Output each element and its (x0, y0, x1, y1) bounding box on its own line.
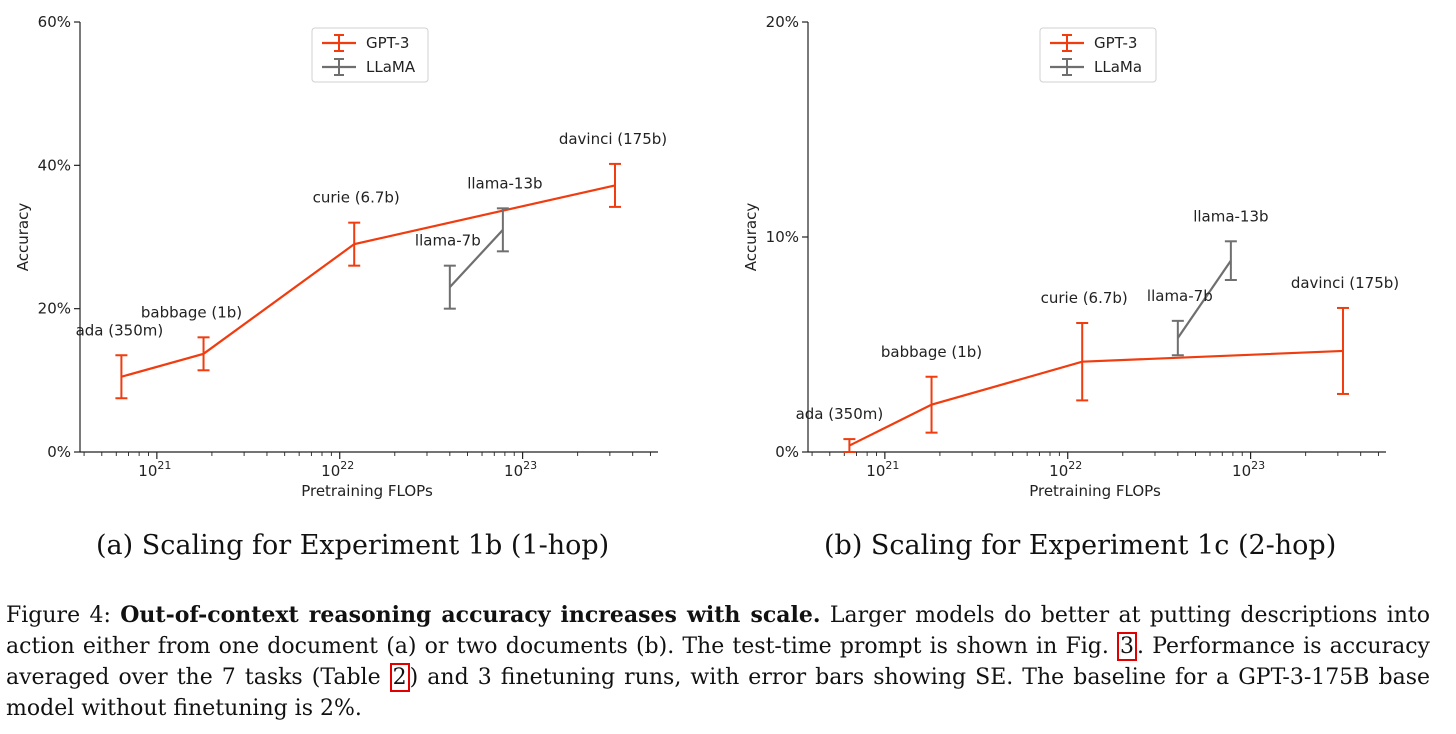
caption-text-1: Larger models do better at putting descr… (6, 603, 1431, 659)
legend-box (1039, 27, 1157, 83)
point-label: llama-13b (1193, 207, 1268, 225)
table-ref-link[interactable]: 2 (389, 663, 410, 692)
x-tick-label: 1022 (1049, 459, 1082, 480)
y-tick-label: 0% (775, 443, 799, 461)
chart-a: 0% 20% 40% 60% 1021 1022 1023 Pretraining FLOPs… (14, 13, 667, 500)
caption-text-3: ) and 3 finetuning runs, with error bars… (6, 665, 1431, 721)
series-line-llama (449, 229, 504, 288)
y-tick-label: 20% (38, 300, 71, 318)
caption-bold: Out-of-context reasoning accuracy increa… (120, 602, 821, 628)
point-label: curie (6.7b) (313, 189, 400, 207)
x-tick-label: 1021 (866, 459, 899, 480)
point-label: babbage (1b) (141, 303, 242, 321)
x-tick-label: 1022 (321, 459, 354, 480)
caption-text-2: . Performance is accuracy averaged over … (6, 634, 1430, 690)
figure-caption: Figure 4: Out-of-context reasoning accur… (6, 600, 1430, 724)
figure-ref-link[interactable]: 3 (1117, 632, 1138, 661)
y-tick-label: 20% (766, 13, 799, 31)
y-tick-label: 0% (47, 443, 71, 461)
y-tick-label: 40% (38, 156, 71, 174)
point-label: ada (350m) (76, 321, 164, 339)
x-tick-label: 1021 (138, 459, 171, 480)
point-label: curie (6.7b) (1041, 289, 1128, 307)
y-axis-label: Accuracy (742, 203, 760, 272)
series-line-gpt-3 (848, 349, 1344, 447)
series-line-gpt-3 (121, 184, 616, 378)
legend-label: LLaMa (1094, 58, 1142, 76)
point-label: babbage (1b) (881, 343, 982, 361)
y-tick-label: 60% (38, 13, 71, 31)
x-tick-label: 1023 (1232, 459, 1265, 480)
legend-label: LLaMA (366, 58, 416, 76)
subcaption-b: (b) Scaling for Experiment 1c (2-hop) (824, 530, 1337, 561)
subcaption-a: (a) Scaling for Experiment 1b (1-hop) (96, 530, 610, 561)
point-label: ada (350m) (796, 405, 884, 423)
point-label: davinci (175b) (559, 130, 667, 148)
x-axis-label: Pretraining FLOPs (1029, 482, 1161, 500)
legend-label: GPT-3 (1094, 34, 1137, 52)
point-label: llama-13b (467, 174, 542, 192)
legend-box (311, 27, 429, 83)
y-tick-label: 10% (766, 228, 799, 246)
caption-prefix: Figure 4: (6, 603, 121, 628)
y-axis-label: Accuracy (14, 203, 32, 272)
point-label: davinci (175b) (1291, 274, 1399, 292)
series-line-llama (1176, 260, 1232, 339)
x-tick-label: 1023 (504, 459, 537, 480)
point-label: llama-7b (415, 232, 481, 250)
x-axis-label: Pretraining FLOPs (301, 482, 433, 500)
legend-label: GPT-3 (366, 34, 409, 52)
chart-b: 0% 10% 20% 1021 1022 1023 Pretraining FLOPs Acc… (742, 13, 1399, 500)
point-label: llama-7b (1147, 287, 1213, 305)
